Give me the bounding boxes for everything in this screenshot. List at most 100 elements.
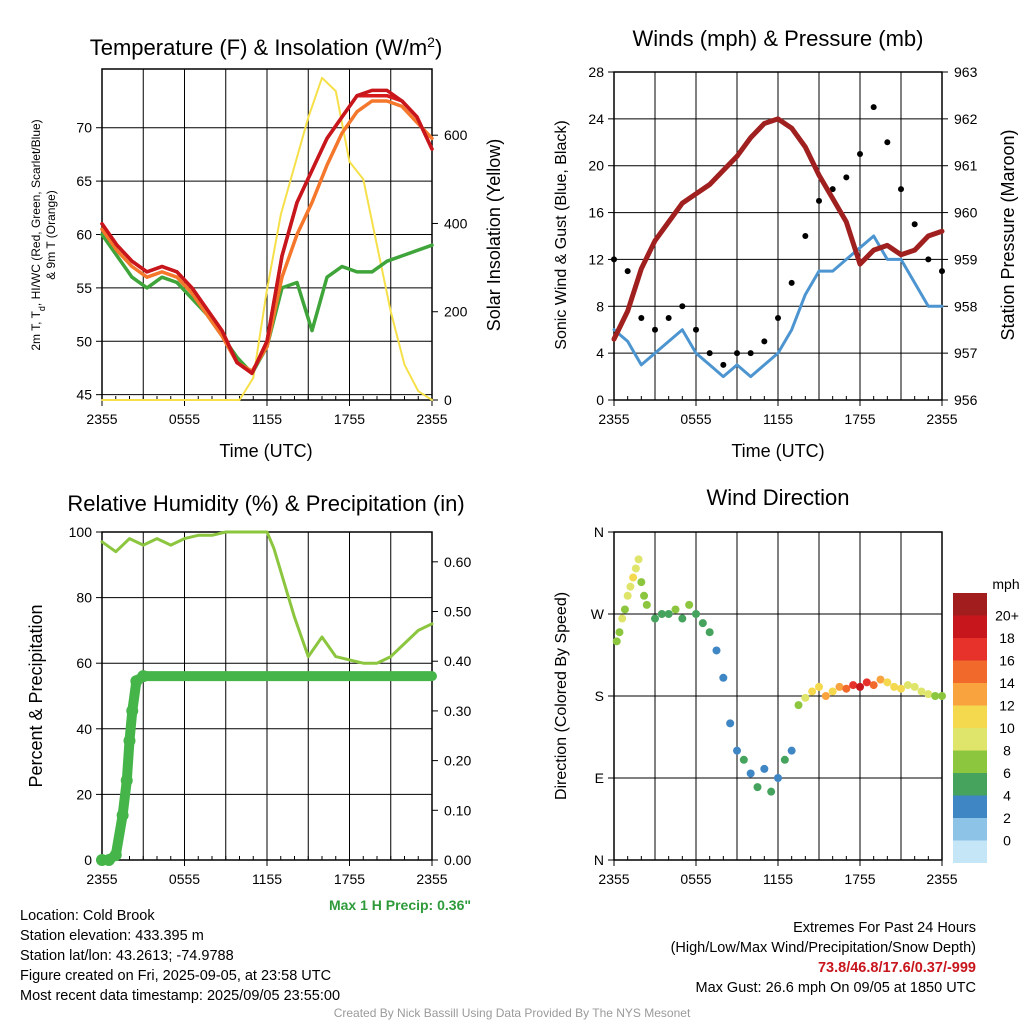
gust-point (843, 174, 850, 181)
extremes-title: Extremes For Past 24 Hours (793, 920, 976, 936)
rh-y2tick-label: 0.10 (444, 802, 471, 818)
direction-point (726, 719, 735, 728)
colorbar-swatch (953, 818, 987, 841)
gust-point (829, 186, 836, 193)
direction-point (642, 600, 651, 609)
dir-ytick-label: W (591, 606, 605, 622)
direction-point (618, 614, 627, 623)
wind-y2tick-label: 957 (954, 345, 978, 361)
dir-ytick-label: N (594, 524, 604, 540)
colorbar-swatch (953, 593, 987, 616)
temp-y2tick-label: 200 (444, 304, 468, 320)
colorbar-label: 14 (999, 675, 1015, 691)
direction-point (671, 605, 680, 614)
gust-point (665, 315, 672, 321)
rh-y2tick-label: 0.00 (444, 852, 471, 868)
direction-point (903, 681, 912, 690)
wind-y2tick-label: 961 (954, 158, 978, 174)
direction-point (615, 628, 624, 637)
precip-point (116, 809, 129, 822)
colorbar-label: 18 (999, 630, 1015, 646)
colorbar-swatch (953, 683, 987, 706)
direction-point (924, 690, 933, 699)
gust-point (652, 326, 658, 333)
temp-left-label-line1: 2m T, Td, HI/WC (Red, Green, Scarlet/Blu… (29, 119, 47, 350)
direction-point (620, 605, 629, 614)
rh-y2tick-label: 0.60 (444, 554, 471, 570)
colorbar-title: mph (992, 576, 1019, 592)
direction-point (657, 610, 666, 618)
direction-point (753, 783, 762, 792)
rh-ytick-label: 80 (76, 590, 92, 606)
wind-y2tick-label: 963 (954, 64, 978, 80)
colorbar-swatch (953, 840, 987, 863)
direction-point (640, 591, 649, 600)
direction-point (678, 614, 687, 623)
colorbar-label: 20+ (995, 608, 1019, 624)
extremes-panel: Extremes For Past 24 Hours (High/Low/Max… (671, 918, 976, 998)
direction-point (712, 646, 721, 655)
temp-ytick-label: 50 (76, 333, 92, 349)
temp-ytick-label: 70 (76, 120, 92, 136)
colorbar-swatch (953, 728, 987, 751)
precip-point (137, 670, 150, 683)
direction-point (637, 578, 646, 587)
direction-point (821, 692, 830, 700)
colorbar-label: 16 (999, 653, 1015, 669)
gust-point (679, 303, 686, 310)
wind-left-label: Sonic Wind & Gust (Blue, Black) (553, 120, 570, 349)
rh-xtick-label: 2355 (416, 871, 447, 887)
direction-point (842, 684, 851, 693)
wind-ytick-label: 0 (596, 392, 604, 408)
gust-point (870, 104, 877, 111)
rh-left-label: Percent & Precipitation (26, 604, 46, 787)
credit-text: Created By Nick Bassill Using Data Provi… (333, 1006, 691, 1020)
direction-point (692, 610, 700, 618)
direction-point (626, 582, 635, 591)
rh-title: Relative Humidity (%) & Precipitation (i… (67, 491, 464, 516)
temp-xtick-label: 2355 (86, 411, 117, 427)
rh-y2tick-label: 0.50 (444, 604, 471, 620)
direction-point (780, 755, 789, 764)
direction-point (883, 678, 892, 687)
gust-point (734, 350, 740, 357)
dir-xtick-label: 0555 (680, 871, 711, 887)
wind-xtick-label: 2355 (598, 411, 629, 427)
direction-point (634, 555, 643, 564)
temp-xtick-label: 2355 (416, 411, 447, 427)
direction-point (719, 673, 728, 682)
dir-ytick-label: N (594, 852, 604, 868)
wind-right-label: Station Pressure (Maroon) (998, 129, 1018, 340)
gust-point (624, 268, 631, 275)
direction-point (760, 764, 769, 773)
colorbar-label: 0 (1003, 833, 1011, 849)
wind-ytick-label: 8 (596, 298, 604, 314)
direction-point (869, 681, 878, 690)
wind-y2tick-label: 956 (954, 392, 978, 408)
colorbar-swatch (953, 705, 987, 728)
precip-point (120, 774, 133, 787)
gust-point (706, 350, 713, 357)
wind-ytick-label: 28 (588, 64, 604, 80)
wind-xtick-label: 1155 (763, 411, 793, 427)
direction-point (876, 675, 885, 684)
rh-ytick-label: 60 (76, 655, 92, 671)
temp-xtick-label: 0555 (169, 411, 200, 427)
dir-xtick-label: 2355 (926, 871, 957, 887)
colorbar-label: 12 (999, 698, 1015, 714)
gust-point (611, 256, 617, 263)
temp-series-hiwc (100, 88, 434, 376)
temp-right-label: Solar Insolation (Yellow) (484, 139, 504, 331)
rh-y2tick-label: 0.30 (444, 703, 471, 719)
wind-frame (613, 71, 943, 401)
gust-point (857, 151, 863, 157)
direction-point (612, 637, 621, 646)
wind-ytick-label: 16 (588, 205, 604, 221)
latlon-text: Station lat/lon: 43.2613; -74.9788 (20, 948, 234, 964)
temp-series-t9m (100, 99, 434, 373)
wind-xtick-label: 1755 (844, 411, 875, 427)
temp-xtick-label: 1155 (252, 411, 282, 427)
dir-xtick-label: 1755 (844, 871, 875, 887)
